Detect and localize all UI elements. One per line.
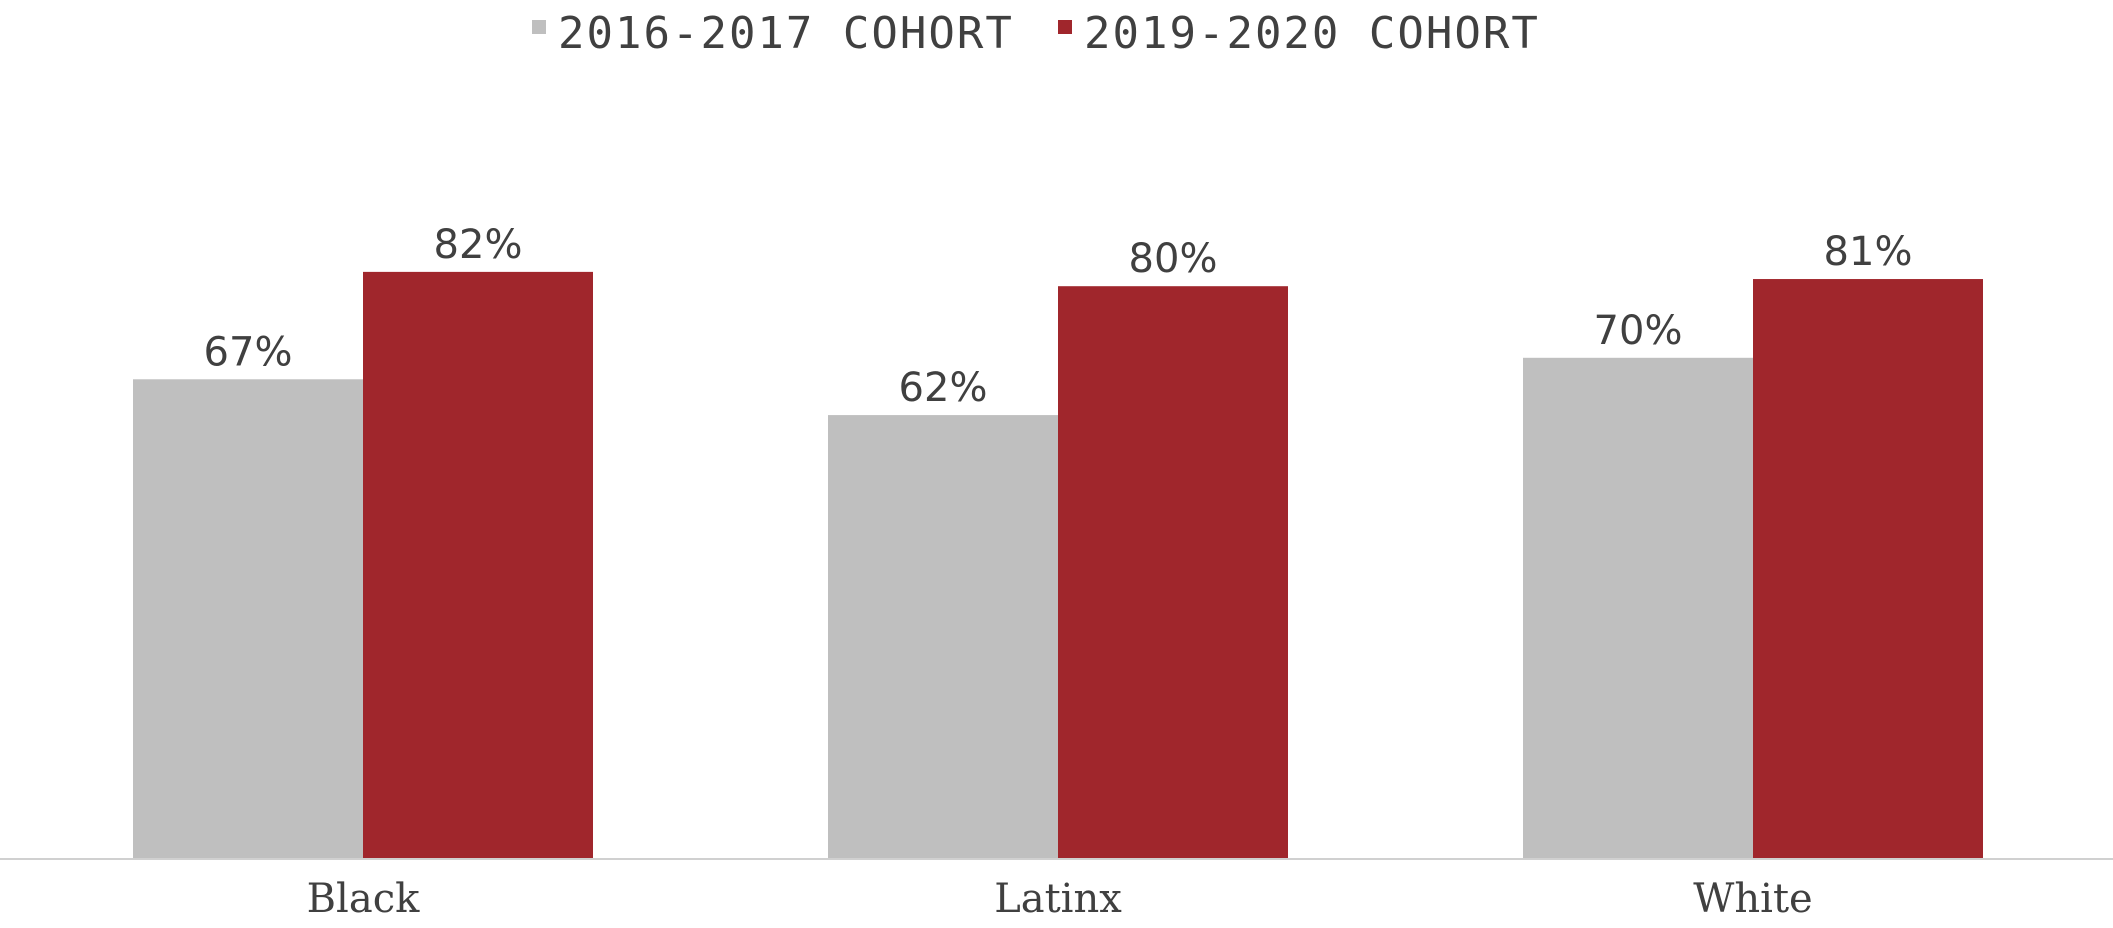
bar-latinx-series-1 bbox=[828, 415, 1058, 859]
bar-black-series-2 bbox=[363, 271, 593, 859]
legend: 2016-2017 COHORT 2019-2020 COHORT bbox=[532, 8, 1540, 59]
category-label-black: Black bbox=[307, 876, 420, 922]
data-label-black-series-2: 82% bbox=[434, 222, 523, 268]
data-label-white-series-2: 81% bbox=[1824, 229, 1913, 275]
category-labels: Black Latinx White bbox=[307, 876, 1813, 922]
legend-swatch-2016-2017 bbox=[532, 20, 546, 34]
bars bbox=[133, 271, 1983, 859]
data-label-white-series-1: 70% bbox=[1594, 308, 1683, 354]
category-label-white: White bbox=[1693, 876, 1812, 922]
category-label-latinx: Latinx bbox=[994, 876, 1122, 922]
bar-white-series-1 bbox=[1523, 357, 1753, 859]
data-label-latinx-series-1: 62% bbox=[899, 365, 988, 411]
legend-label-2019-2020: 2019-2020 COHORT bbox=[1084, 8, 1540, 59]
bar-white-series-2 bbox=[1753, 279, 1983, 859]
value-labels: 67% 82% 62% 80% 70% 81% bbox=[204, 222, 1913, 411]
legend-swatch-2019-2020 bbox=[1058, 20, 1072, 34]
data-label-latinx-series-2: 80% bbox=[1129, 236, 1218, 282]
bar-latinx-series-2 bbox=[1058, 286, 1288, 859]
bar-black-series-1 bbox=[133, 379, 363, 859]
data-label-black-series-1: 67% bbox=[204, 329, 293, 375]
legend-label-2016-2017: 2016-2017 COHORT bbox=[558, 8, 1014, 59]
